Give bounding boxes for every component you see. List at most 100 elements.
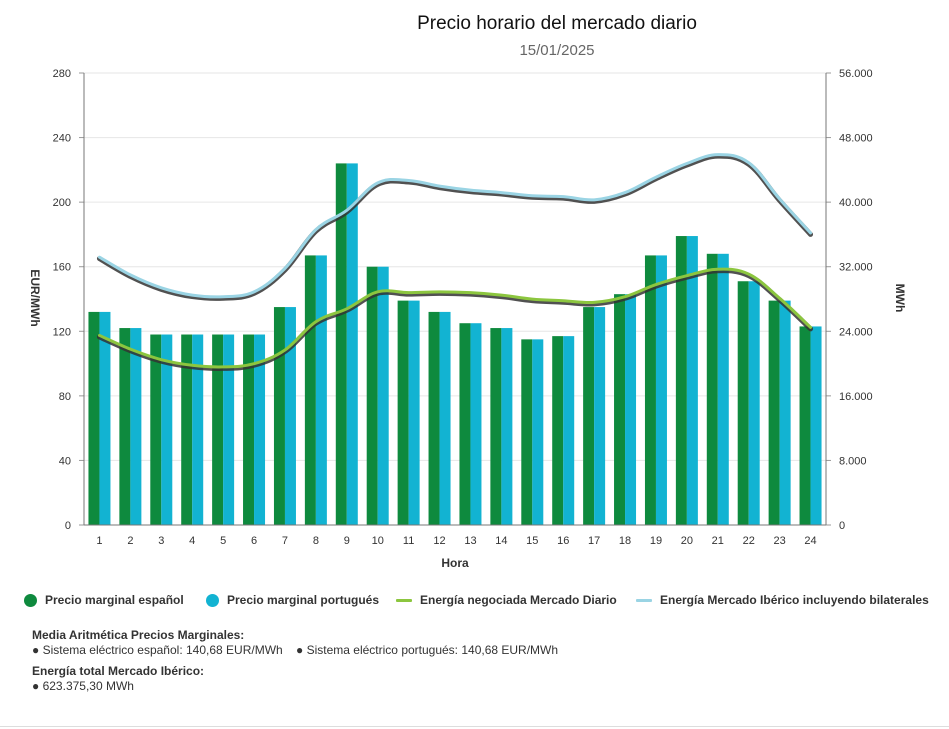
x-tick-label: 12 xyxy=(433,535,445,547)
bar-portuguese-price xyxy=(408,300,420,525)
y-tick-label-left: 80 xyxy=(59,391,71,403)
legend-line-icon xyxy=(636,598,652,602)
bar-portuguese-price xyxy=(748,281,760,525)
bar-spanish-price xyxy=(706,253,718,526)
x-tick-label: 1 xyxy=(96,535,102,547)
x-tick-label: 22 xyxy=(743,535,755,547)
x-tick-label: 3 xyxy=(158,535,164,547)
y-tick-label-right: 24.000 xyxy=(839,326,873,338)
y-tick-label-right: 40.000 xyxy=(839,197,873,209)
y-tick-label-left: 240 xyxy=(53,133,71,145)
bar-spanish-price xyxy=(614,294,626,525)
y-tick-label-left: 40 xyxy=(59,455,71,467)
line-energy-iberian-shadow xyxy=(96,153,814,301)
x-tick-label: 15 xyxy=(526,535,538,547)
bar-portuguese-price xyxy=(532,339,544,525)
bar-portuguese-price xyxy=(130,328,142,525)
bar-spanish-price xyxy=(459,323,471,525)
x-tick-label: 21 xyxy=(712,535,724,547)
line-energy-daily-shadow xyxy=(96,268,814,371)
y-axis-label-right: MWh xyxy=(893,284,907,313)
x-tick-label: 19 xyxy=(650,535,662,547)
x-tick-label: 2 xyxy=(127,535,133,547)
x-tick-label: 16 xyxy=(557,535,569,547)
legend-item-spanish-price[interactable]: Precio marginal español xyxy=(24,593,184,607)
y-tick-label-right: 0 xyxy=(839,520,845,532)
bar-spanish-price xyxy=(335,163,347,525)
bar-portuguese-price xyxy=(779,300,791,525)
bar-portuguese-price xyxy=(346,163,358,525)
x-tick-label: 17 xyxy=(588,535,600,547)
bar-portuguese-price xyxy=(686,236,698,526)
summary-stats: Media Aritmética Precios Marginales: ● S… xyxy=(32,628,568,694)
bar-portuguese-price xyxy=(625,294,637,525)
legend-label: Precio marginal portugués xyxy=(227,593,380,607)
bar-portuguese-price xyxy=(161,334,173,525)
legend-dot-icon xyxy=(206,593,219,607)
bar-spanish-price xyxy=(88,311,100,525)
bar-portuguese-price xyxy=(470,323,482,525)
x-axis-label: Hora xyxy=(441,556,469,570)
bar-spanish-price xyxy=(583,307,595,525)
bar-portuguese-price xyxy=(254,334,266,525)
bottom-divider xyxy=(0,726,949,727)
y-tick-label-right: 32.000 xyxy=(839,262,873,274)
y-tick-label-left: 160 xyxy=(53,262,71,274)
bar-portuguese-price xyxy=(501,328,513,525)
x-tick-label: 24 xyxy=(804,535,816,547)
chart-title: Precio horario del mercado diario xyxy=(417,13,697,34)
legend-label: Precio marginal español xyxy=(45,593,184,607)
bar-spanish-price xyxy=(150,334,162,525)
bar-portuguese-price xyxy=(223,334,235,525)
x-tick-label: 20 xyxy=(681,535,693,547)
bar-portuguese-price xyxy=(377,266,389,525)
legend-item-energy-iberian[interactable]: Energía Mercado Ibérico incluyendo bilat… xyxy=(636,593,929,607)
x-tick-label: 23 xyxy=(774,535,786,547)
y-tick-label-left: 200 xyxy=(53,197,71,209)
energy-total-value: ● 623.375,30 MWh xyxy=(32,679,134,693)
bar-spanish-price xyxy=(799,326,811,525)
bar-spanish-price xyxy=(737,281,749,525)
avg-price-portugal: ● Sistema eléctrico portugués: 140,68 EU… xyxy=(296,643,559,657)
y-tick-label-left: 280 xyxy=(53,68,71,80)
bar-spanish-price xyxy=(273,307,285,525)
bar-portuguese-price xyxy=(315,255,327,525)
bar-portuguese-price xyxy=(655,255,667,525)
x-tick-label: 4 xyxy=(189,535,195,547)
x-tick-label: 11 xyxy=(403,535,414,547)
x-tick-label: 8 xyxy=(313,535,319,547)
bar-spanish-price xyxy=(181,334,193,525)
bar-portuguese-price xyxy=(192,334,204,525)
bar-spanish-price xyxy=(675,236,687,526)
bar-portuguese-price xyxy=(810,326,822,525)
bar-spanish-price xyxy=(521,339,533,525)
axes xyxy=(79,72,831,526)
bar-portuguese-price xyxy=(99,311,111,525)
legend-label: Energía negociada Mercado Diario xyxy=(420,593,617,607)
bar-spanish-price xyxy=(490,328,502,525)
bar-portuguese-price xyxy=(717,253,729,526)
x-tick-label: 7 xyxy=(282,535,288,547)
energy-total-heading: Energía total Mercado Ibérico: xyxy=(32,664,205,678)
legend-item-energy-daily[interactable]: Energía negociada Mercado Diario xyxy=(396,593,617,607)
x-tick-label: 9 xyxy=(344,535,350,547)
y-tick-label-right: 56.000 xyxy=(839,68,873,80)
bar-spanish-price xyxy=(397,300,409,525)
line-series xyxy=(96,153,814,371)
bar-portuguese-price xyxy=(284,307,296,525)
legend-line-icon xyxy=(396,598,412,602)
x-tick-label: 10 xyxy=(372,535,384,547)
x-tick-label: 14 xyxy=(495,535,507,547)
y-tick-label-right: 48.000 xyxy=(839,133,873,145)
bar-spanish-price xyxy=(428,311,440,525)
bar-portuguese-price xyxy=(563,336,575,525)
legend-item-portuguese-price[interactable]: Precio marginal portugués xyxy=(206,593,379,607)
bar-spanish-price xyxy=(304,255,316,525)
x-tick-label: 6 xyxy=(251,535,257,547)
bar-spanish-price xyxy=(119,328,131,525)
y-tick-label-left: 0 xyxy=(65,520,71,532)
bar-series xyxy=(88,163,822,526)
bar-spanish-price xyxy=(644,255,656,525)
y-tick-label-right: 16.000 xyxy=(839,391,873,403)
